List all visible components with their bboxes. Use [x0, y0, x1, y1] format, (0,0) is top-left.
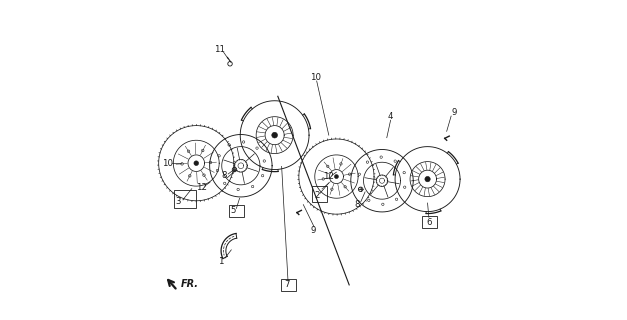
- Text: 6: 6: [426, 218, 431, 227]
- Circle shape: [194, 161, 199, 165]
- Text: 9: 9: [451, 108, 456, 117]
- Text: 8: 8: [355, 200, 361, 209]
- Text: 5: 5: [231, 206, 236, 215]
- Circle shape: [271, 132, 278, 138]
- Text: 3: 3: [176, 197, 181, 206]
- Circle shape: [334, 175, 339, 179]
- Text: 9: 9: [311, 226, 316, 235]
- Text: 10: 10: [310, 73, 320, 82]
- Bar: [312, 186, 327, 202]
- Text: 12: 12: [324, 172, 334, 181]
- Bar: [281, 279, 296, 291]
- Bar: [174, 190, 196, 208]
- Bar: [422, 216, 437, 228]
- Text: 2: 2: [314, 191, 319, 200]
- Text: FR.: FR.: [181, 279, 198, 289]
- Text: 1: 1: [218, 257, 224, 266]
- Text: 8: 8: [221, 171, 227, 180]
- Bar: [229, 205, 244, 217]
- Text: 4: 4: [388, 112, 393, 121]
- Text: 10: 10: [162, 159, 173, 168]
- Text: 11: 11: [214, 44, 225, 54]
- Text: 12: 12: [196, 183, 207, 192]
- Text: 7: 7: [285, 280, 290, 289]
- Circle shape: [425, 176, 430, 182]
